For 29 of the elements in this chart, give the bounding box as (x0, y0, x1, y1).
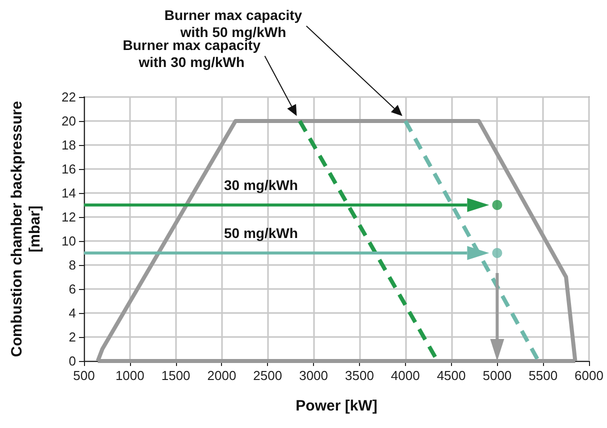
y-tick-label: 6 (68, 282, 76, 296)
x-tick-label: 4500 (436, 368, 466, 383)
y-tick-label: 2 (68, 330, 76, 344)
x-tick-label: 6000 (574, 368, 604, 383)
y-axis-title: Combustion chamber backpressure [mbar] (8, 101, 44, 357)
x-tick-label: 2000 (207, 368, 236, 383)
x-tick-label: 5000 (482, 368, 512, 383)
y-tick-label: 16 (62, 162, 76, 176)
x-tick-label: 1500 (161, 368, 190, 383)
y-tick-label: 0 (68, 354, 76, 368)
x-axis-title: Power [kW] (296, 398, 378, 414)
x-tick-label: 3500 (344, 368, 374, 383)
y-tick-label: 14 (62, 186, 76, 200)
y-tick-label: 18 (62, 138, 76, 152)
y-tick-label: 4 (68, 306, 76, 320)
x-tick-label: 1000 (115, 368, 144, 383)
text: Burner max capacity with 50 mg/kWh (164, 7, 302, 40)
x-tick-label: 2500 (253, 368, 282, 383)
x-tick-label: 5500 (528, 368, 558, 383)
annotation: 30 mg/kWh (224, 176, 298, 194)
y-tick-label: 22 (62, 90, 76, 104)
x-tick-label: 3000 (299, 368, 328, 383)
x-tick-label: 4000 (390, 368, 420, 383)
y-tick-label: 12 (62, 210, 76, 224)
y-tick-label: 20 (62, 114, 76, 128)
x-tick-label: 500 (73, 368, 95, 383)
y-tick-label: 10 (62, 234, 76, 248)
y-tick-label: 8 (68, 258, 76, 272)
annotation: 50 mg/kWh (224, 224, 298, 242)
